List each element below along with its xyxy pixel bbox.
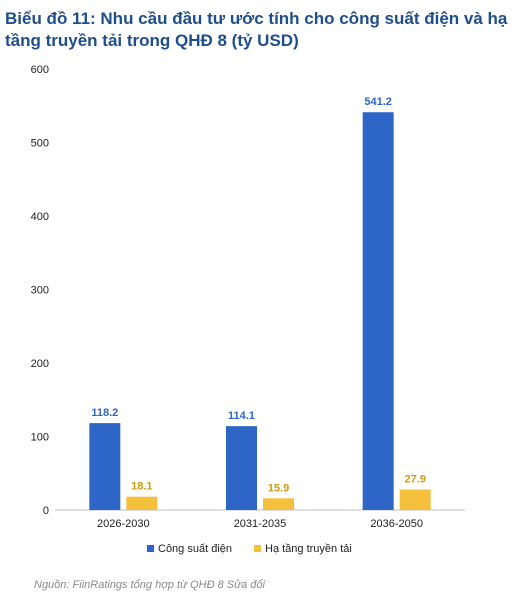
data-label: 27.9 bbox=[404, 473, 425, 485]
data-label: 18.1 bbox=[131, 481, 152, 493]
bar-ha-tang-truyen-tai bbox=[263, 498, 294, 510]
source-note: Nguồn: FiinRatings tổng hợp từ QHĐ 8 Sửa… bbox=[34, 579, 265, 591]
x-tick-label: 2036-2050 bbox=[370, 518, 423, 530]
y-tick-label: 500 bbox=[31, 138, 49, 150]
bar-ha-tang-truyen-tai bbox=[126, 496, 158, 510]
bar-cong-suat-dien bbox=[226, 426, 257, 510]
legend-swatch bbox=[254, 545, 261, 552]
legend-label: Hạ tầng truyền tải bbox=[265, 543, 352, 555]
data-label: 118.2 bbox=[91, 407, 118, 419]
legend-label: Công suất điện bbox=[158, 543, 232, 555]
y-tick-label: 100 bbox=[31, 432, 49, 444]
data-label: 541.2 bbox=[364, 96, 392, 108]
x-tick-label: 2031-2035 bbox=[234, 518, 287, 530]
y-tick-label: 400 bbox=[31, 211, 49, 223]
data-label: 15.9 bbox=[268, 482, 289, 494]
bar-cong-suat-dien bbox=[362, 112, 394, 510]
legend-swatch bbox=[147, 545, 154, 552]
chart-title: Biểu đồ 11: Nhu cầu đầu tư ước tính cho … bbox=[5, 9, 508, 50]
y-tick-label: 600 bbox=[31, 64, 49, 76]
y-tick-label: 0 bbox=[43, 505, 49, 517]
bar-ha-tang-truyen-tai bbox=[399, 489, 431, 510]
y-tick-label: 200 bbox=[31, 358, 49, 370]
bar-cong-suat-dien bbox=[89, 423, 121, 510]
data-label: 114.1 bbox=[228, 410, 255, 422]
x-tick-label: 2026-2030 bbox=[97, 518, 150, 530]
y-tick-label: 300 bbox=[31, 285, 49, 297]
